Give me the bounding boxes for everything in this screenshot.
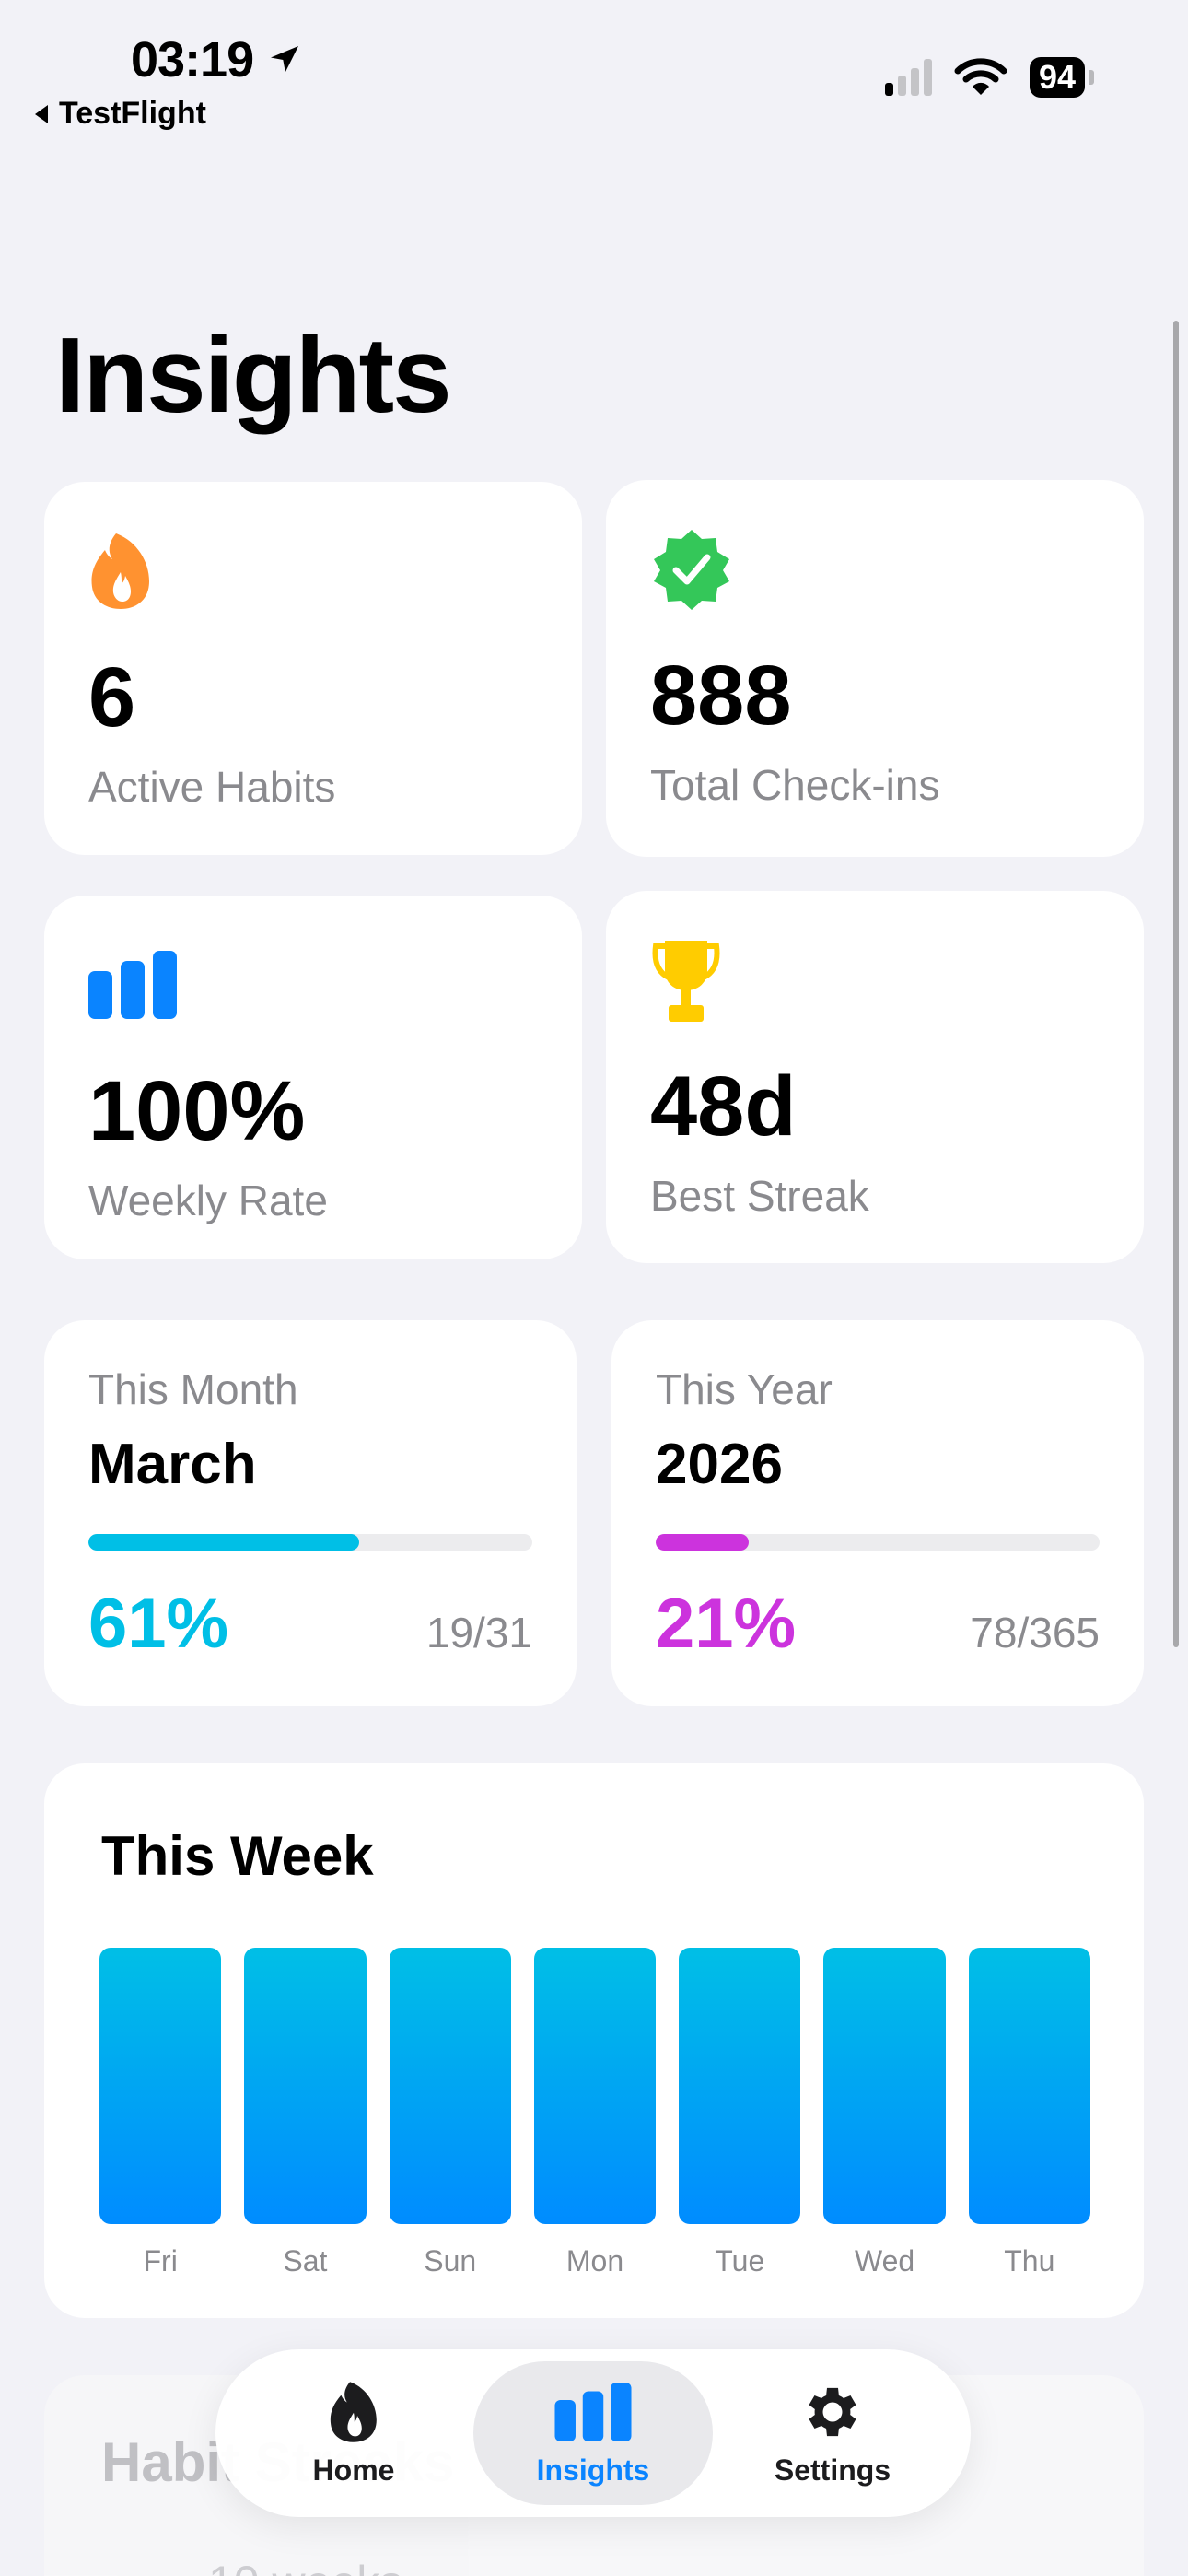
bar-chart-icon <box>554 2382 632 2441</box>
tab-settings[interactable]: Settings <box>713 2361 952 2505</box>
period-card-year[interactable]: This Year 2026 21% 78/365 <box>611 1320 1144 1706</box>
period-caption: This Month <box>88 1365 298 1413</box>
week-chart-title: This Week <box>101 1825 374 1887</box>
trophy-icon <box>652 941 720 1022</box>
year-progress-fill <box>656 1534 750 1551</box>
period-name: 2026 <box>656 1433 783 1496</box>
tab-home[interactable]: Home <box>234 2361 473 2505</box>
tab-label: Home <box>312 2453 395 2487</box>
month-progress-fill <box>88 1534 360 1551</box>
bar-thu <box>968 1948 1090 2224</box>
week-day-labels: Fri Sat Sun Mon Tue Wed Thu <box>99 2244 1090 2278</box>
day-label: Mon <box>565 2244 624 2277</box>
period-percent: 21% <box>656 1585 797 1663</box>
gear-icon <box>809 2387 856 2436</box>
tab-bar: Home Insights Settings <box>215 2349 971 2517</box>
stat-value: 888 <box>650 649 792 743</box>
stat-label: Active Habits <box>88 763 336 811</box>
battery-level: 94 <box>1038 58 1076 96</box>
bar-tue <box>679 1948 801 2224</box>
status-time: 03:19 <box>131 31 303 88</box>
period-name: March <box>88 1433 257 1496</box>
bar-chart-icon <box>88 951 177 1019</box>
battery-icon: 94 <box>1029 57 1095 98</box>
flame-icon <box>330 2381 377 2442</box>
stat-card-best-streak[interactable]: 48d Best Streak <box>606 891 1144 1263</box>
period-percent: 61% <box>88 1585 229 1663</box>
day-label: Sat <box>283 2244 328 2277</box>
back-app-label: TestFlight <box>59 96 206 131</box>
location-arrow-icon <box>271 46 299 73</box>
period-caption: This Year <box>656 1365 833 1413</box>
bar-sun <box>389 1948 511 2224</box>
stat-card-weekly-rate[interactable]: 100% Weekly Rate <box>44 896 582 1259</box>
stat-value: 100% <box>88 1064 306 1158</box>
checkmark-seal-icon <box>654 530 729 610</box>
clock: 03:19 <box>131 32 254 88</box>
habit-streaks-subtitle: 10 weeks ... <box>208 2556 454 2576</box>
week-bar-chart <box>99 1948 1090 2224</box>
stat-value: 6 <box>88 650 136 744</box>
bar-sat <box>244 1948 367 2224</box>
bar-mon <box>533 1948 657 2224</box>
stat-label: Total Check-ins <box>650 761 940 809</box>
back-triangle-icon <box>35 104 48 123</box>
stat-card-active-habits[interactable]: 6 Active Habits <box>44 482 582 855</box>
stat-label: Best Streak <box>650 1172 869 1220</box>
stat-card-total-checkins[interactable]: 888 Total Check-ins <box>606 480 1144 857</box>
day-label: Sun <box>424 2244 477 2277</box>
stat-value: 48d <box>650 1060 797 1153</box>
day-label: Tue <box>715 2244 765 2277</box>
bar-fri <box>99 1948 222 2224</box>
tab-insights[interactable]: Insights <box>473 2361 713 2505</box>
back-to-app-button[interactable]: TestFlight <box>35 96 206 132</box>
page-title: Insights <box>55 315 452 435</box>
day-label: Thu <box>1004 2244 1055 2277</box>
bar-wed <box>823 1948 946 2224</box>
scrollbar[interactable] <box>1173 321 1179 1647</box>
wifi-icon <box>954 58 1007 95</box>
status-indicators: 94 <box>884 57 1095 98</box>
this-week-card: This Week Fri Sat Sun Mon Tue Wed Thu <box>44 1763 1144 2318</box>
tab-label: Insights <box>536 2453 650 2487</box>
day-label: Wed <box>854 2244 915 2277</box>
period-card-month[interactable]: This Month March 61% 19/31 <box>44 1320 577 1706</box>
day-label: Fri <box>143 2244 178 2277</box>
flame-icon <box>91 533 149 609</box>
period-fraction: 19/31 <box>425 1609 532 1657</box>
period-fraction: 78/365 <box>970 1609 1100 1657</box>
stat-label: Weekly Rate <box>88 1177 328 1224</box>
month-progress-bar <box>88 1534 532 1551</box>
cellular-signal-icon <box>884 59 932 96</box>
tab-label: Settings <box>774 2453 891 2487</box>
year-progress-bar <box>656 1534 1100 1551</box>
